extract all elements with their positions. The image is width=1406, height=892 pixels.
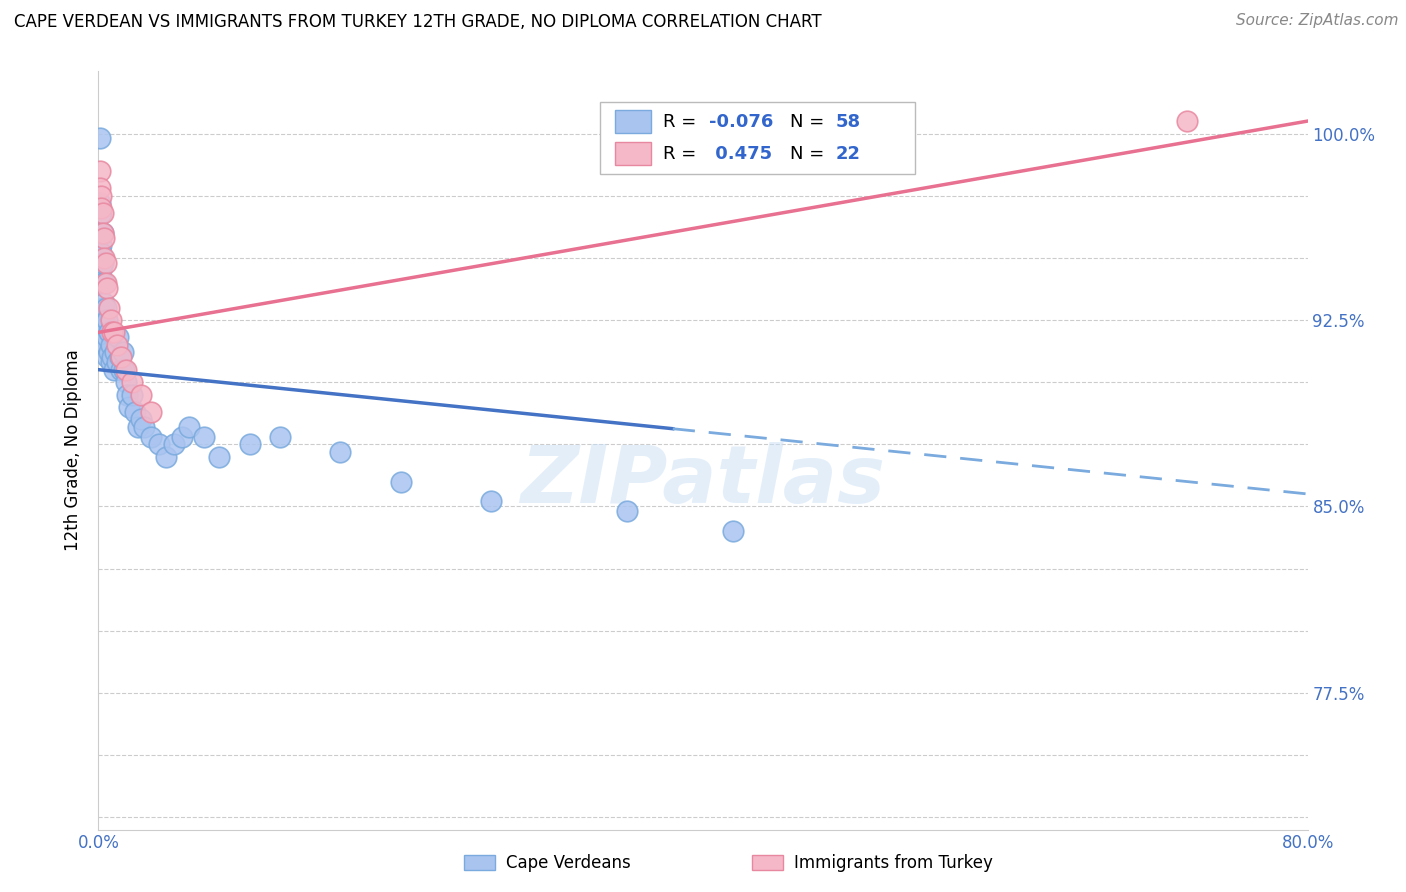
Point	[90, 188, 112, 202]
Point	[170, 430, 193, 444]
Point	[121, 375, 143, 389]
Point	[208, 450, 231, 464]
Point	[94, 301, 117, 315]
Point	[93, 330, 115, 344]
Point	[96, 280, 118, 294]
Point	[239, 437, 262, 451]
Point	[141, 430, 163, 444]
Point	[93, 251, 115, 265]
Point	[163, 437, 186, 451]
Point	[100, 355, 122, 369]
Point	[132, 420, 155, 434]
Point	[93, 276, 115, 290]
Text: Cape Verdeans: Cape Verdeans	[506, 854, 631, 871]
Point	[98, 301, 121, 315]
Point	[108, 350, 131, 364]
Text: N =: N =	[790, 113, 830, 131]
Point	[100, 313, 122, 327]
Point	[93, 231, 115, 245]
Point	[93, 313, 115, 327]
Point	[129, 387, 152, 401]
Point	[105, 338, 128, 352]
Point	[481, 494, 503, 508]
Point	[103, 362, 125, 376]
Point	[114, 362, 136, 376]
Point	[329, 444, 352, 458]
Point	[141, 405, 163, 419]
Point	[111, 345, 134, 359]
Point	[115, 387, 138, 401]
Point	[112, 362, 135, 376]
Point	[91, 301, 114, 315]
Text: ZIPatlas: ZIPatlas	[520, 442, 886, 520]
Y-axis label: 12th Grade, No Diploma: 12th Grade, No Diploma	[65, 350, 83, 551]
Text: R =: R =	[664, 145, 702, 162]
Point	[616, 504, 638, 518]
Point	[90, 206, 112, 220]
Point	[89, 226, 111, 240]
Text: CAPE VERDEAN VS IMMIGRANTS FROM TURKEY 12TH GRADE, NO DIPLOMA CORRELATION CHART: CAPE VERDEAN VS IMMIGRANTS FROM TURKEY 1…	[14, 13, 821, 31]
Point	[110, 362, 132, 376]
Point	[94, 338, 117, 352]
Text: 22: 22	[837, 145, 860, 162]
Point	[89, 131, 111, 145]
Point	[389, 475, 412, 489]
Bar	[614, 142, 651, 165]
Point	[89, 196, 111, 211]
Point	[91, 256, 114, 270]
Point	[107, 330, 129, 344]
Point	[118, 400, 141, 414]
Point	[269, 430, 291, 444]
Point	[129, 412, 152, 426]
Point	[90, 201, 112, 215]
Bar	[614, 111, 651, 133]
Point	[723, 524, 745, 539]
Point	[89, 181, 111, 195]
Point	[89, 163, 111, 178]
Text: 58: 58	[837, 113, 860, 131]
Point	[96, 330, 118, 344]
Point	[1175, 114, 1198, 128]
Text: -0.076: -0.076	[709, 113, 773, 131]
Text: R =: R =	[664, 113, 702, 131]
Text: N =: N =	[790, 145, 830, 162]
Point	[179, 420, 201, 434]
Text: Immigrants from Turkey: Immigrants from Turkey	[794, 854, 993, 871]
Point	[127, 420, 149, 434]
Point	[90, 263, 112, 277]
Point	[155, 450, 177, 464]
Point	[90, 245, 112, 260]
Point	[94, 256, 117, 270]
Point	[124, 405, 146, 419]
Point	[104, 345, 127, 359]
FancyBboxPatch shape	[600, 102, 915, 174]
Point	[98, 326, 121, 340]
Point	[93, 295, 115, 310]
Point	[94, 276, 117, 290]
Point	[98, 345, 121, 359]
Point	[91, 226, 114, 240]
Point	[94, 320, 117, 334]
Point	[110, 350, 132, 364]
Point	[96, 313, 118, 327]
Point	[91, 226, 114, 240]
Text: 0.475: 0.475	[709, 145, 772, 162]
Point	[114, 375, 136, 389]
Point	[101, 350, 124, 364]
Point	[91, 206, 114, 220]
Point	[101, 326, 124, 340]
Point	[193, 430, 215, 444]
Point	[91, 276, 114, 290]
Text: Source: ZipAtlas.com: Source: ZipAtlas.com	[1236, 13, 1399, 29]
Point	[90, 238, 112, 252]
Point	[103, 326, 125, 340]
Point	[91, 313, 114, 327]
Point	[105, 355, 128, 369]
Point	[96, 350, 118, 364]
Point	[148, 437, 170, 451]
Point	[121, 387, 143, 401]
Point	[100, 338, 122, 352]
